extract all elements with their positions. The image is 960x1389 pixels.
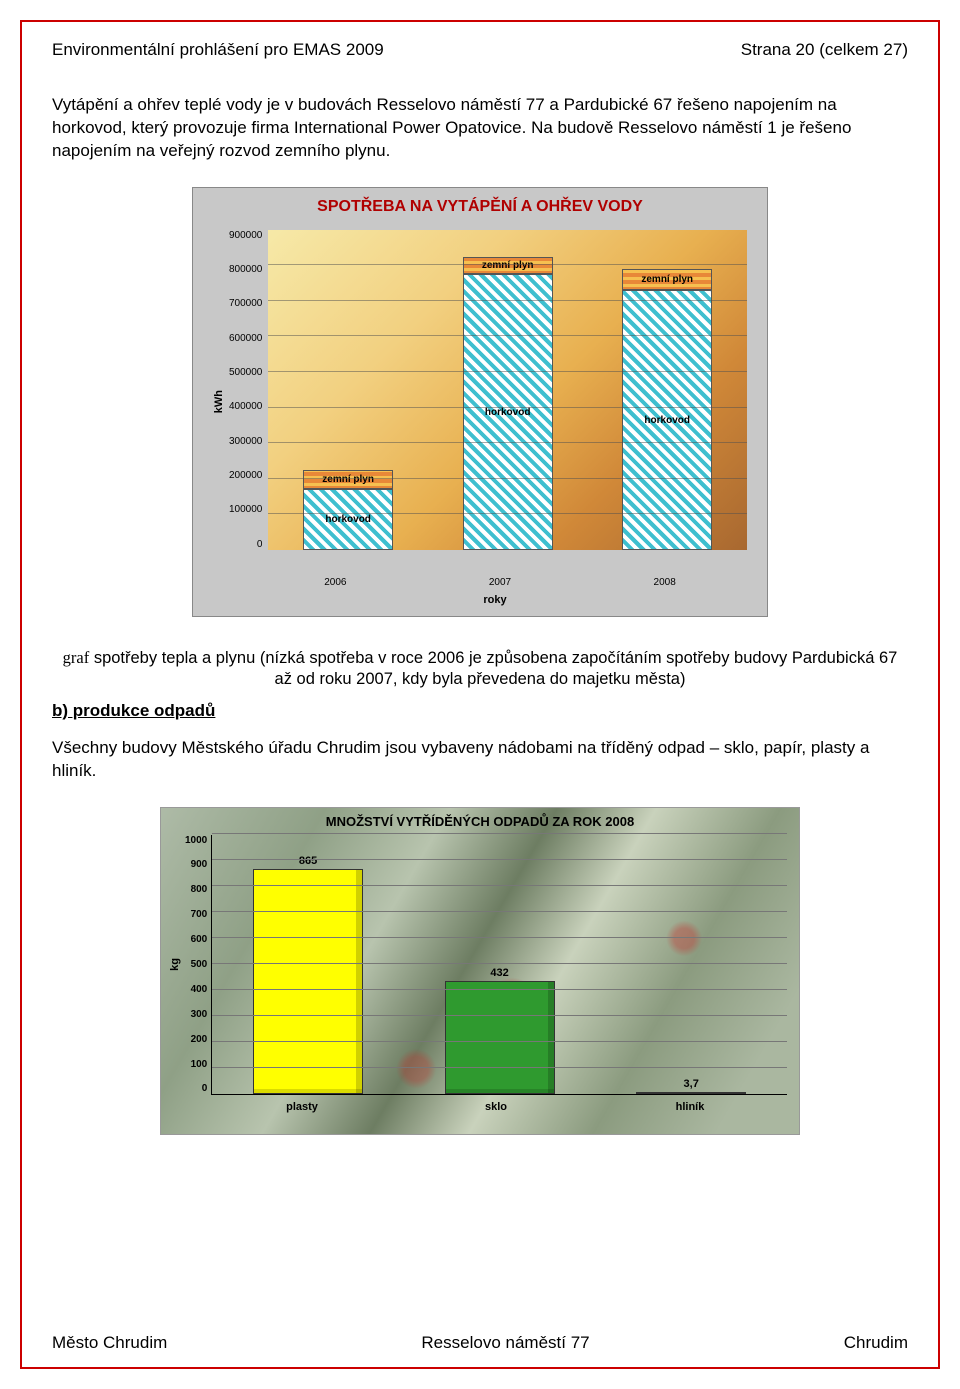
chart1-ytick: 400000 [229, 401, 262, 412]
header-right: Strana 20 (celkem 27) [741, 40, 908, 60]
chart1-yaxis: 900000 800000 700000 600000 500000 400000 3000… [229, 230, 268, 550]
chart2-value-label: 432 [490, 967, 508, 979]
chart2-ytick: 400 [185, 984, 207, 995]
page-header: Environmentální prohlášení pro EMAS 2009… [52, 40, 908, 60]
chart-heating: SPOTŘEBA NA VYTÁPĚNÍ A OHŘEV VODY kWh 90… [192, 187, 768, 617]
chart2-ytick: 700 [185, 909, 207, 920]
chart1-ytick: 800000 [229, 264, 262, 275]
chart1-xaxis: 2006 2007 2008 [253, 577, 747, 588]
paragraph-2: Všechny budovy Městského úřadu Chrudim j… [52, 737, 908, 783]
chart2-xtick: plasty [247, 1101, 357, 1113]
page-border: Environmentální prohlášení pro EMAS 2009… [20, 20, 940, 1369]
chart1-ytick: 500000 [229, 367, 262, 378]
chart2-xaxis: plasty sklo hliník [205, 1101, 787, 1113]
chart2-value-label: 865 [299, 855, 317, 867]
chart1-bar-2006: zemní plyn horkovod [303, 470, 393, 550]
chart1-wrap: SPOTŘEBA NA VYTÁPĚNÍ A OHŘEV VODY kWh 90… [52, 187, 908, 617]
footer-left: Město Chrudim [52, 1333, 167, 1353]
chart2-ytick: 1000 [185, 835, 207, 846]
chart2-ytick: 200 [185, 1034, 207, 1045]
chart1-xtick: 2008 [620, 577, 710, 588]
section-b-heading: b) produkce odpadů [52, 701, 908, 721]
footer-right: Chrudim [844, 1333, 908, 1353]
header-left: Environmentální prohlášení pro EMAS 2009 [52, 40, 384, 60]
chart2-bars: 865 432 3,7 [212, 835, 787, 1094]
chart2-ytick: 800 [185, 884, 207, 895]
chart1-xlabel: roky [243, 594, 747, 606]
chart1-ytick: 200000 [229, 470, 262, 481]
chart-waste: MNOŽSTVÍ VYTŘÍDĚNÝCH ODPADŮ ZA ROK 2008 … [160, 807, 800, 1135]
chart2-bar-hliník: 3,7 [636, 1078, 746, 1094]
page-footer: Město Chrudim Resselovo náměstí 77 Chrud… [52, 1333, 908, 1353]
caption-prefix: graf [63, 648, 90, 667]
chart1-ylabel: kWh [213, 390, 225, 413]
chart2-ytick: 500 [185, 959, 207, 970]
chart2-xtick: sklo [441, 1101, 551, 1113]
chart1-ytick: 700000 [229, 298, 262, 309]
horkovod-label: horkovod [644, 415, 690, 426]
chart2-yaxis: 0 100 200 300 400 500 600 700 800 900 1000 [185, 835, 211, 1095]
chart1-title: SPOTŘEBA NA VYTÁPĚNÍ A OHŘEV VODY [213, 198, 747, 216]
paragraph-1: Vytápění a ohřev teplé vody je v budovác… [52, 94, 908, 163]
chart1-caption: graf spotřeby tepla a plynu (nízká spotř… [52, 647, 908, 691]
chart1-xtick: 2006 [290, 577, 380, 588]
footer-center: Resselovo náměstí 77 [421, 1333, 589, 1353]
chartezemni-plyn-label: zemní plyn [322, 474, 374, 485]
chart2-bar-sklo: 432 [445, 967, 555, 1093]
horkovod-label: horkovod [485, 407, 531, 418]
chart1-bars: zemní plynhorkovodzemní plynhorkovodzemn… [268, 230, 747, 550]
chart2-ytick: 600 [185, 934, 207, 945]
chart2-ytick: 300 [185, 1009, 207, 1020]
chart1-ytick: 600000 [229, 333, 262, 344]
chart1-ytick: 900000 [229, 230, 262, 241]
chart2-ylabel: kg [169, 958, 181, 971]
chart2-ytick: 100 [185, 1059, 207, 1070]
chart2-xtick: hliník [635, 1101, 745, 1113]
chart1-ytick: 100000 [229, 504, 262, 515]
chart2-wrap: MNOŽSTVÍ VYTŘÍDĚNÝCH ODPADŮ ZA ROK 2008 … [52, 807, 908, 1135]
chart1-plot: zemní plynhorkovodzemní plynhorkovodzemn… [268, 230, 747, 550]
chart2-ytick: 0 [185, 1083, 207, 1094]
chart2-plot: 865 432 3,7 [211, 835, 787, 1095]
chart2-ytick: 900 [185, 859, 207, 870]
chartezemni-plyn-label: zemní plyn [482, 260, 534, 271]
chart1-xtick: 2007 [455, 577, 545, 588]
chart1-ytick: 300000 [229, 436, 262, 447]
chartezemni-plyn-label: zemní plyn [641, 274, 693, 285]
caption-rest: spotřeby tepla a plynu (nízká spotřeba v… [89, 649, 897, 688]
chart2-bar-plasty: 865 [253, 855, 363, 1094]
horkovod-label: horkovod [325, 514, 371, 525]
chart1-bar-2008: zemní plyn horkovod [622, 269, 712, 550]
chart2-title: MNOŽSTVÍ VYTŘÍDĚNÝCH ODPADŮ ZA ROK 2008 [161, 808, 799, 829]
chart1-ytick: 0 [229, 539, 262, 550]
chart2-value-label: 3,7 [684, 1078, 699, 1090]
